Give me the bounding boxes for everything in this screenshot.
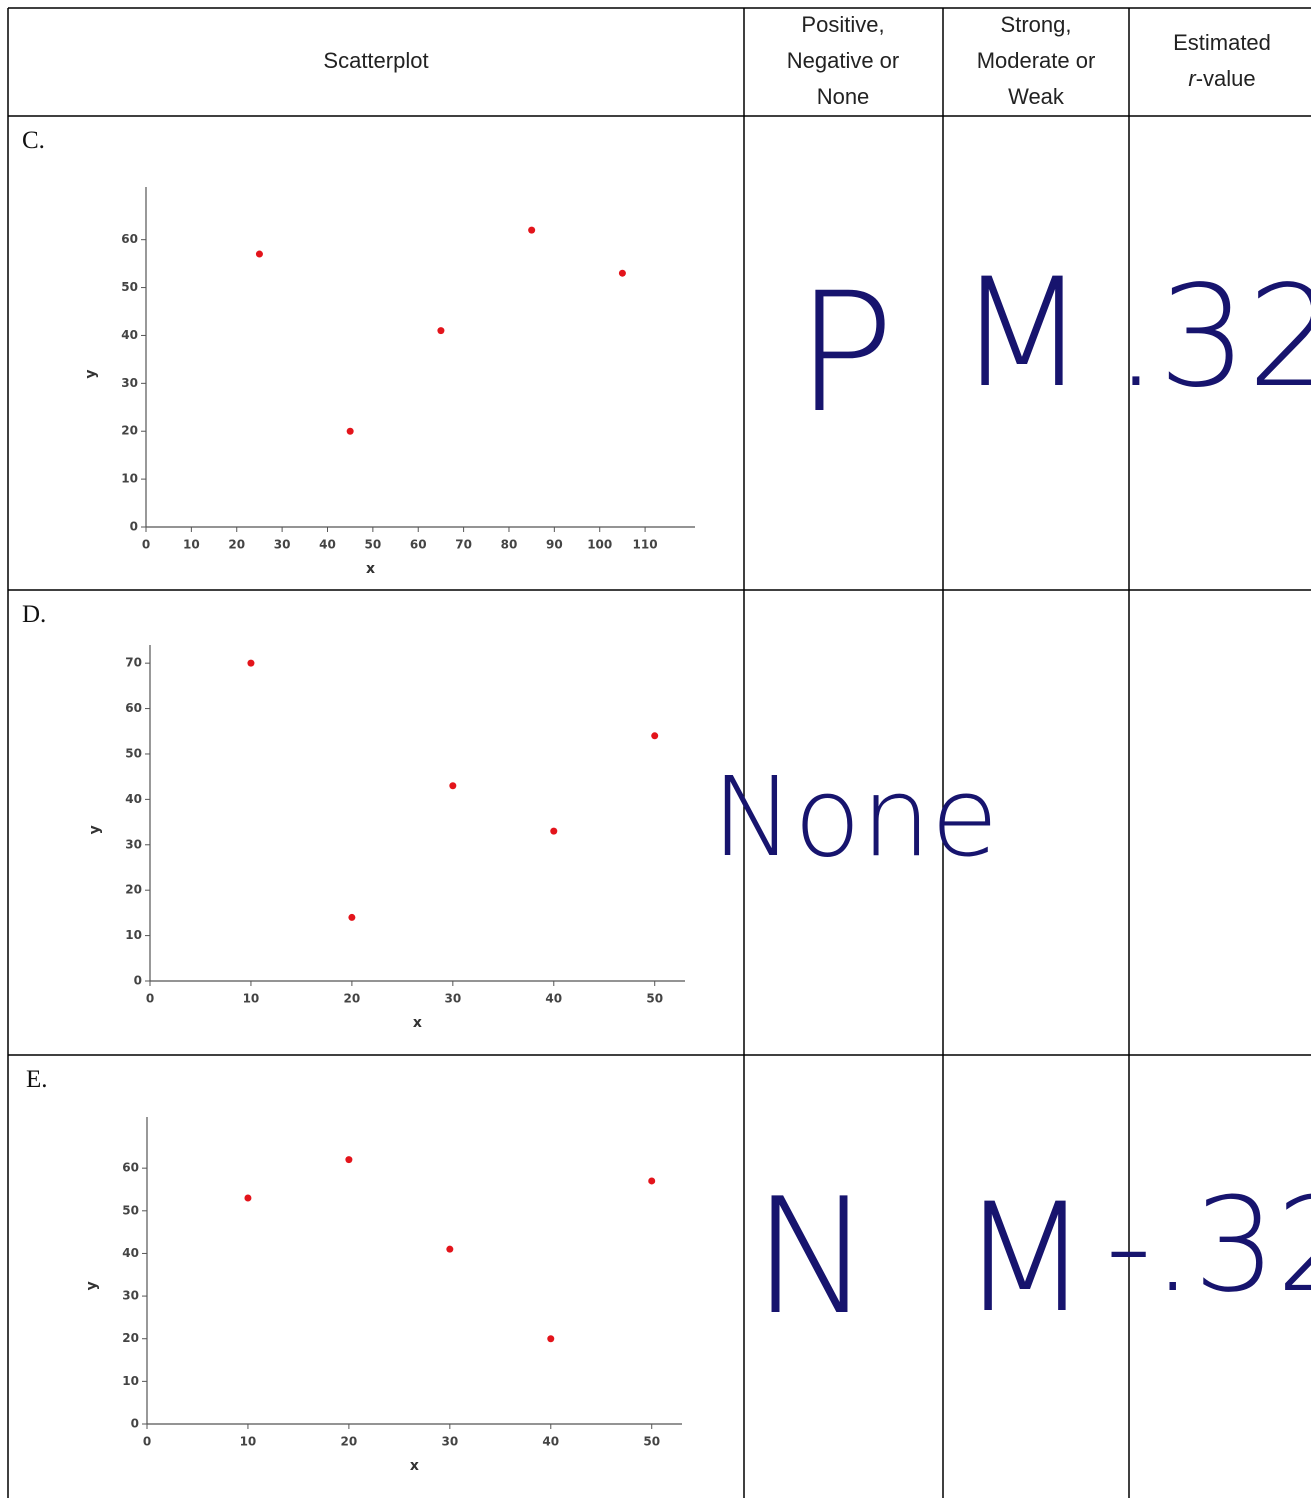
header-text: Strong, [1001, 12, 1072, 37]
y-tick-label: 40 [121, 328, 138, 342]
y-tick-label: 0 [130, 520, 138, 534]
handwritten-answer: P [795, 257, 895, 449]
x-tick-label: 30 [441, 1435, 458, 1449]
x-tick-label: 0 [143, 1435, 151, 1449]
data-point [346, 427, 354, 435]
data-point [244, 1194, 252, 1202]
y-tick-label: 60 [122, 1161, 139, 1175]
y-axis-label: y [87, 825, 103, 834]
y-tick-label: 40 [125, 792, 142, 806]
x-tick-label: 60 [410, 538, 427, 552]
data-point [449, 782, 457, 790]
row-label: C. [22, 127, 45, 154]
header-text: Weak [1008, 84, 1065, 109]
y-tick-label: 50 [125, 746, 142, 760]
scatterplot: 0 10 20 30 40 50 60 70 80 90 100 110 0 10 20 30 40 50 60 x y [83, 187, 695, 577]
y-tick-label: 20 [122, 1331, 139, 1345]
y-axis-label: y [84, 1281, 100, 1290]
header-text: Estimated [1173, 30, 1271, 55]
y-tick-label: 70 [125, 656, 142, 670]
y-tick-label: 20 [125, 883, 142, 897]
x-tick-label: 40 [319, 538, 336, 552]
y-tick-label: 0 [131, 1417, 139, 1431]
data-point [437, 327, 445, 335]
data-point [618, 269, 626, 277]
x-tick-label: 20 [341, 1435, 358, 1449]
data-point [345, 1156, 353, 1164]
x-tick-label: 80 [501, 538, 518, 552]
x-tick-label: 10 [240, 1435, 257, 1449]
y-tick-label: 30 [125, 837, 142, 851]
x-tick-label: 20 [344, 992, 361, 1006]
y-tick-label: 0 [134, 974, 142, 988]
data-point [550, 827, 558, 835]
data-point [255, 250, 263, 258]
x-tick-label: 30 [444, 992, 461, 1006]
handwritten-answer: M [960, 1172, 1089, 1346]
x-tick-label: 110 [633, 538, 658, 552]
header-text: Scatterplot [323, 48, 428, 73]
x-tick-label: 10 [243, 992, 260, 1006]
y-tick-label: 60 [121, 232, 138, 246]
y-tick-label: 10 [121, 472, 138, 486]
handwritten-answer: .32 [1114, 256, 1311, 419]
data-point [528, 226, 536, 234]
x-tick-label: 50 [365, 538, 382, 552]
y-tick-label: 30 [122, 1289, 139, 1303]
y-tick-label: 50 [121, 280, 138, 294]
y-tick-label: 10 [125, 928, 142, 942]
y-tick-label: 30 [121, 376, 138, 390]
y-axis-label: y [83, 369, 99, 378]
x-tick-label: 40 [545, 992, 562, 1006]
header-text: Moderate or [977, 48, 1096, 73]
x-tick-label: 10 [183, 538, 200, 552]
row-label: E. [26, 1066, 48, 1093]
data-point [651, 732, 659, 740]
x-tick-label: 50 [643, 1435, 660, 1449]
data-point [648, 1177, 656, 1185]
x-tick-label: 0 [142, 538, 150, 552]
header-text: r-value [1188, 66, 1255, 91]
x-tick-label: 100 [587, 538, 612, 552]
x-tick-label: 30 [274, 538, 291, 552]
scatterplot: 0 10 20 30 40 50 0 10 20 30 40 50 60 70 x y [87, 645, 685, 1031]
data-point [446, 1245, 454, 1253]
header-text: Positive, [801, 12, 884, 37]
y-tick-label: 60 [125, 701, 142, 715]
x-axis-label: x [410, 1458, 419, 1474]
x-tick-label: 90 [546, 538, 563, 552]
data-point [547, 1335, 555, 1343]
header-text: Negative or [787, 48, 900, 73]
handwritten-answer: N [752, 1163, 872, 1350]
handwritten-answer: M [957, 247, 1086, 421]
handwritten-answer: None [712, 753, 999, 881]
x-tick-label: 50 [646, 992, 663, 1006]
header-text-part: r [1188, 66, 1197, 91]
header-text-part: -value [1196, 66, 1256, 91]
table-grid [7, 7, 1311, 1498]
x-tick-label: 70 [455, 538, 472, 552]
row-label: D. [22, 601, 46, 628]
y-tick-label: 10 [122, 1374, 139, 1388]
x-tick-label: 40 [542, 1435, 559, 1449]
y-tick-label: 50 [122, 1203, 139, 1217]
y-tick-label: 20 [121, 424, 138, 438]
x-axis-label: x [366, 561, 375, 577]
data-point [247, 659, 255, 667]
header-text: None [817, 84, 870, 109]
x-axis-label: x [413, 1015, 422, 1031]
x-tick-label: 20 [228, 538, 245, 552]
y-tick-label: 40 [122, 1246, 139, 1260]
handwritten-answer: -.32 [1105, 1169, 1311, 1321]
data-point [348, 913, 356, 921]
scatterplot: 0 10 20 30 40 50 0 10 20 30 40 50 60 x y [84, 1117, 682, 1474]
x-tick-label: 0 [146, 992, 154, 1006]
